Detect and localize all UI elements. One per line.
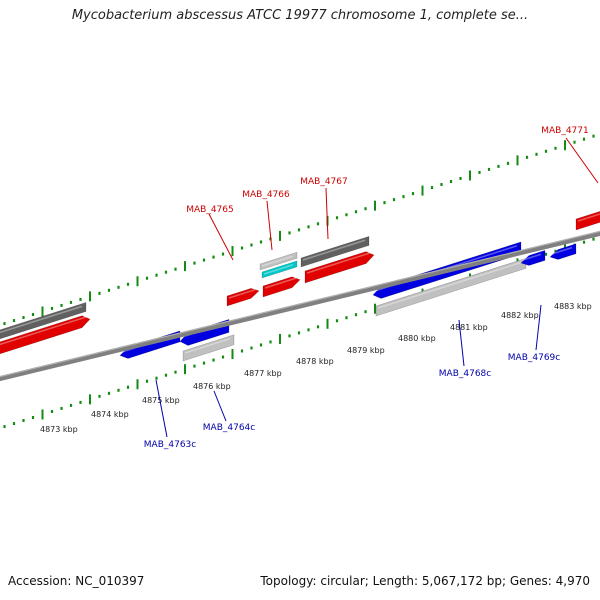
genome-stats-text: Topology: circular; Length: 5,067,172 bp… xyxy=(260,574,590,588)
feature-highlight xyxy=(302,239,366,261)
reverse-gene-label[interactable]: MAB_4764c xyxy=(203,423,256,433)
outer-tick-track xyxy=(3,134,595,326)
leader-line xyxy=(155,379,168,438)
reverse-gene-label[interactable]: MAB_4763c xyxy=(144,440,197,450)
feature-highlight xyxy=(263,264,294,275)
forward-gene-label[interactable]: MAB_4765 xyxy=(186,205,234,215)
feature-highlight xyxy=(0,316,87,346)
feature-highlight xyxy=(264,277,297,289)
feature-highlight xyxy=(228,289,256,299)
kbp-label: 4878 kbp xyxy=(296,357,334,366)
kbp-label: 4873 kbp xyxy=(40,425,78,434)
forward-gene-label[interactable]: MAB_4767 xyxy=(300,177,348,187)
feature-mab4767-gray[interactable] xyxy=(300,235,370,268)
feature-mab4765[interactable] xyxy=(226,288,260,307)
kbp-label: 4882 kbp xyxy=(501,311,539,320)
feature-mab4764c-gray[interactable] xyxy=(182,334,235,362)
kbp-label: 4880 kbp xyxy=(398,334,436,343)
feature-mab4766-gray[interactable] xyxy=(259,251,298,271)
forward-gene-label[interactable]: MAB_4771 xyxy=(541,126,589,136)
leader-line xyxy=(458,319,465,367)
forward-gene-label[interactable]: MAB_4766 xyxy=(242,190,290,200)
feature-mab4769c[interactable] xyxy=(520,249,546,266)
feature-mab4766-cyan[interactable] xyxy=(261,260,298,279)
feature-mab4768c-gray[interactable] xyxy=(375,257,527,317)
feature-highlight xyxy=(522,253,542,261)
backbone-highlight xyxy=(0,230,600,378)
feature-highlight xyxy=(0,305,83,334)
accession-text: Accession: NC_010397 xyxy=(8,574,145,588)
leader-line xyxy=(535,304,542,351)
kbp-label: 4881 kbp xyxy=(450,323,488,332)
kbp-label: 4876 kbp xyxy=(193,382,231,391)
leader-line xyxy=(565,137,599,184)
feature-arrow-right[interactable] xyxy=(549,243,577,260)
leader-line xyxy=(208,213,234,261)
leader-line xyxy=(266,200,273,251)
feature-cds-left-forward[interactable] xyxy=(0,315,91,357)
backbone-track xyxy=(0,230,600,382)
backbone-line xyxy=(0,230,600,382)
feature-highlight xyxy=(306,252,371,274)
leader-line xyxy=(325,187,329,240)
kbp-label: 4874 kbp xyxy=(91,410,129,419)
feature-highlight xyxy=(577,213,600,222)
feature-mab4771[interactable] xyxy=(575,208,600,231)
feature-highlight xyxy=(261,255,294,267)
feature-gray-left[interactable] xyxy=(0,302,87,342)
gene-callouts: MAB_4765 MAB_4766 MAB_4767 MAB_4771 MAB_4763… xyxy=(144,126,599,450)
kbp-label: 4875 kbp xyxy=(142,396,180,405)
kbp-label: 4877 kbp xyxy=(244,369,282,378)
feature-highlight xyxy=(377,261,523,309)
kbp-labels: 4873 kbp 4874 kbp 4875 kbp 4876 kbp 4877 kbp… xyxy=(40,302,592,434)
feature-highlight xyxy=(184,337,231,354)
leader-line xyxy=(213,390,227,422)
reverse-gene-label[interactable]: MAB_4769c xyxy=(508,353,561,363)
reverse-gene-label[interactable]: MAB_4768c xyxy=(439,369,492,379)
feature-highlight xyxy=(551,246,573,255)
feature-mab4767[interactable] xyxy=(304,251,375,284)
map-title: Mycobacterium abscessus ATCC 19977 chrom… xyxy=(71,8,529,23)
feature-mab4766[interactable] xyxy=(262,276,301,298)
kbp-label: 4883 kbp xyxy=(554,302,592,311)
kbp-label: 4879 kbp xyxy=(347,346,385,355)
